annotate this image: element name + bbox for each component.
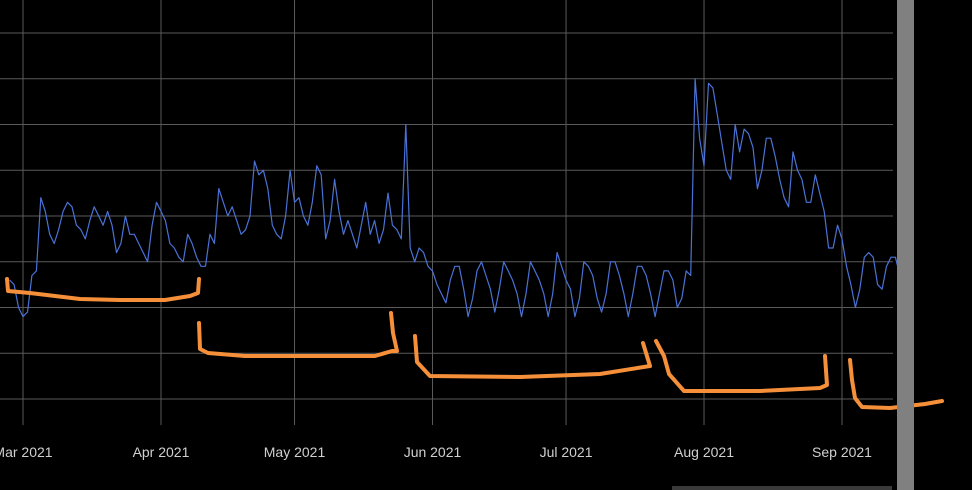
series-lines xyxy=(9,78,914,318)
vertical-scrollbar[interactable] xyxy=(897,0,914,490)
x-tick-label: Jun 2021 xyxy=(404,444,462,460)
annotation-bracket-1 xyxy=(5,277,201,302)
annotation-bracket-3 xyxy=(413,334,652,379)
x-tick-label: Mar 2021 xyxy=(0,444,53,460)
x-tick-label: May 2021 xyxy=(264,444,326,460)
vertical-gridlines xyxy=(22,0,843,425)
x-tick-label: Aug 2021 xyxy=(674,444,734,460)
annotation-bracket-4 xyxy=(654,339,829,393)
x-axis-tick-labels: Mar 2021 Apr 2021 May 2021 Jun 2021 Jul 2021… xyxy=(0,444,872,460)
horizontal-gridlines xyxy=(0,32,893,400)
x-tick-label: Sep 2021 xyxy=(812,444,872,460)
annotation-bracket-5 xyxy=(848,358,944,410)
x-tick-label: Apr 2021 xyxy=(133,444,190,460)
annotation-bracket-2 xyxy=(197,311,399,358)
series-line-0 xyxy=(9,78,914,318)
horizontal-scroll-track[interactable] xyxy=(672,486,892,490)
x-tick-label: Jul 2021 xyxy=(540,444,593,460)
hand-drawn-annotations xyxy=(5,277,944,410)
